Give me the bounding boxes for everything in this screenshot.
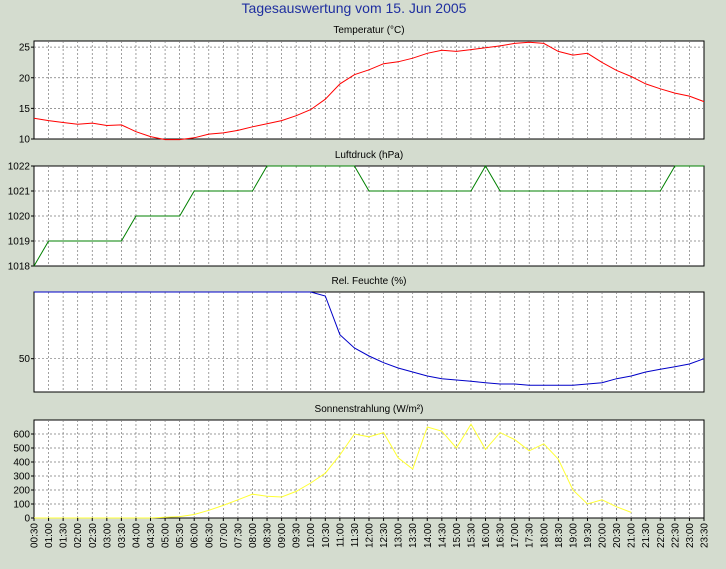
y-tick-label: 50 [19,354,31,365]
x-tick-label: 20:30 [612,523,623,548]
y-tick-label: 1020 [8,212,31,223]
chart-panel-3: Sonnenstrahlung (W/m²) 0 100 200 300 400 500 60… [13,404,705,525]
y-tick-label: 0 [24,514,30,525]
x-tick-label: 04:30 [146,523,157,548]
y-tick-label: 100 [13,500,30,511]
panel-title: Temperatur (°C) [333,25,404,36]
x-tick-label: 22:30 [670,523,681,548]
x-axis: 00:30 01:00 01:30 02:00 02:30 03:00 03:30 04:00… [30,518,711,548]
y-tick-label: 400 [13,458,30,469]
x-tick-label: 21:30 [641,523,652,548]
x-tick-label: 07:30 [233,523,244,548]
y-tick-label: 1021 [8,187,31,198]
y-tick-label: 25 [19,43,31,54]
x-tick-label: 08:30 [263,523,274,548]
x-tick-label: 02:30 [88,523,99,548]
x-tick-label: 17:00 [510,523,521,548]
x-tick-label: 15:30 [467,523,478,548]
x-tick-label: 11:30 [350,523,361,548]
x-tick-label: 10:30 [321,523,332,548]
y-tick-label: 20 [19,73,31,84]
y-tick-label: 10 [19,135,31,146]
x-tick-label: 00:30 [30,523,41,548]
x-tick-label: 12:30 [379,523,390,548]
x-tick-label: 07:00 [219,523,230,548]
x-tick-label: 18:30 [554,523,565,548]
x-tick-label: 10:00 [306,523,317,548]
x-tick-label: 16:30 [496,523,507,548]
panel-title: Luftdruck (hPa) [335,150,403,161]
y-tick-label: 500 [13,444,30,455]
x-tick-label: 22:00 [656,523,667,548]
y-tick-label: 600 [13,430,30,441]
x-tick-label: 03:30 [117,523,128,548]
x-tick-label: 12:00 [365,523,376,548]
chart-panel-0: Temperatur (°C) 10 15 20 25 [19,25,705,146]
series-line-1-0 [33,165,704,267]
x-tick-label: 13:30 [408,523,419,548]
x-tick-label: 01:30 [59,523,70,548]
x-tick-label: 17:30 [525,523,536,548]
x-tick-label: 06:00 [190,523,201,548]
x-tick-label: 23:00 [685,523,696,548]
page-title: Tagesauswertung vom 15. Jun 2005 [242,0,467,16]
x-tick-label: 09:30 [292,523,303,548]
y-tick-label: 1019 [8,237,31,248]
panel-title: Sonnenstrahlung (W/m²) [315,404,424,415]
x-tick-label: 20:00 [598,523,609,548]
x-tick-label: 08:00 [248,523,259,548]
x-tick-label: 14:30 [437,523,448,548]
panel-title: Rel. Feuchte (%) [331,276,406,287]
x-tick-label: 23:30 [700,523,711,548]
x-tick-label: 14:00 [423,523,434,548]
y-tick-label: 15 [19,104,31,115]
x-tick-label: 19:00 [568,523,579,548]
x-tick-label: 01:00 [44,523,55,548]
y-tick-label: 1022 [8,162,31,173]
chart-panel-2: Rel. Feuchte (%) 50 [19,276,705,393]
y-tick-label: 200 [13,486,30,497]
y-tick-label: 300 [13,472,30,483]
x-tick-label: 09:00 [277,523,288,548]
x-tick-label: 02:00 [73,523,84,548]
series-line-3-0 [34,423,632,519]
x-tick-label: 13:00 [394,523,405,548]
x-tick-label: 16:00 [481,523,492,548]
x-tick-label: 21:00 [627,523,638,548]
x-tick-label: 18:00 [539,523,550,548]
x-tick-label: 05:30 [175,523,186,548]
series-line-0-0 [33,41,705,141]
x-tick-label: 15:00 [452,523,463,548]
x-tick-label: 03:00 [102,523,113,548]
x-tick-label: 06:30 [204,523,215,548]
chart-panel-1: Luftdruck (hPa) 1018 1019 1020 1021 1022 [8,150,705,273]
series-line-2-0 [34,291,705,386]
y-tick-label: 1018 [8,262,31,273]
x-tick-label: 19:30 [583,523,594,548]
x-tick-label: 11:00 [335,523,346,548]
x-tick-label: 05:00 [161,523,172,548]
x-tick-label: 04:00 [132,523,143,548]
